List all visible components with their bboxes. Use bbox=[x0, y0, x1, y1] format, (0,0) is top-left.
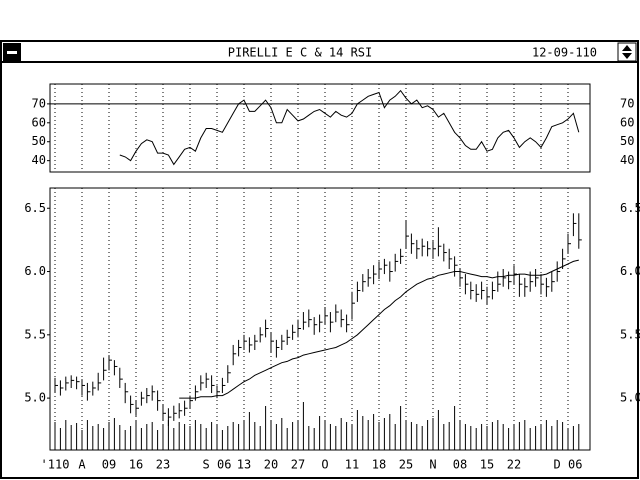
y-tick-label: 40 bbox=[32, 153, 46, 167]
x-tick-label: D 06 bbox=[554, 458, 583, 472]
close-box-bar bbox=[7, 51, 17, 54]
y-tick-label: 5.5 bbox=[24, 327, 46, 341]
y-tick-label-right: 5.0 bbox=[620, 391, 640, 405]
y-tick-label-right: 40 bbox=[620, 153, 634, 167]
x-tick-label: 27 bbox=[291, 458, 305, 472]
y-tick-label: 5.0 bbox=[24, 391, 46, 405]
x-tick-label: A bbox=[78, 458, 86, 472]
y-tick-label: 6.0 bbox=[24, 264, 46, 278]
rsi-panel bbox=[49, 83, 591, 173]
y-tick-label-right: 60 bbox=[620, 115, 634, 129]
x-tick-label: '110 bbox=[41, 458, 70, 472]
y-tick-label-right: 70 bbox=[620, 96, 634, 110]
y-tick-label: 50 bbox=[32, 134, 46, 148]
y-tick-label-right: 50 bbox=[620, 134, 634, 148]
x-tick-label: 23 bbox=[156, 458, 170, 472]
x-tick-label: 15 bbox=[480, 458, 494, 472]
window-date: 12-09-110 bbox=[532, 46, 597, 60]
y-tick-label-right: 6.0 bbox=[620, 264, 640, 278]
window-title: PIRELLI E C & 14 RSI bbox=[228, 46, 373, 60]
y-tick-label-right: 6.5 bbox=[620, 201, 640, 215]
moving-average-line bbox=[179, 259, 579, 399]
x-tick-label: 22 bbox=[507, 458, 521, 472]
x-tick-label: 18 bbox=[372, 458, 386, 472]
x-tick-label: 11 bbox=[345, 458, 359, 472]
x-tick-label: 16 bbox=[129, 458, 143, 472]
x-tick-label: 20 bbox=[264, 458, 278, 472]
x-tick-label: O bbox=[321, 458, 328, 472]
y-tick-label: 6.5 bbox=[24, 201, 46, 215]
rsi-line bbox=[119, 89, 580, 166]
y-tick-label: 70 bbox=[32, 96, 46, 110]
x-tick-label: 09 bbox=[102, 458, 116, 472]
y-tick-label: 60 bbox=[32, 115, 46, 129]
x-tick-label: 13 bbox=[237, 458, 251, 472]
scroll-box[interactable] bbox=[617, 42, 637, 62]
y-tick-label-right: 5.5 bbox=[620, 327, 640, 341]
window-frame bbox=[0, 40, 639, 479]
scroll-arrows bbox=[622, 45, 632, 59]
x-tick-label: 25 bbox=[399, 458, 413, 472]
x-tick-label: N bbox=[429, 458, 436, 472]
x-tick-label: 08 bbox=[453, 458, 467, 472]
x-tick-label: S 06 bbox=[203, 458, 232, 472]
